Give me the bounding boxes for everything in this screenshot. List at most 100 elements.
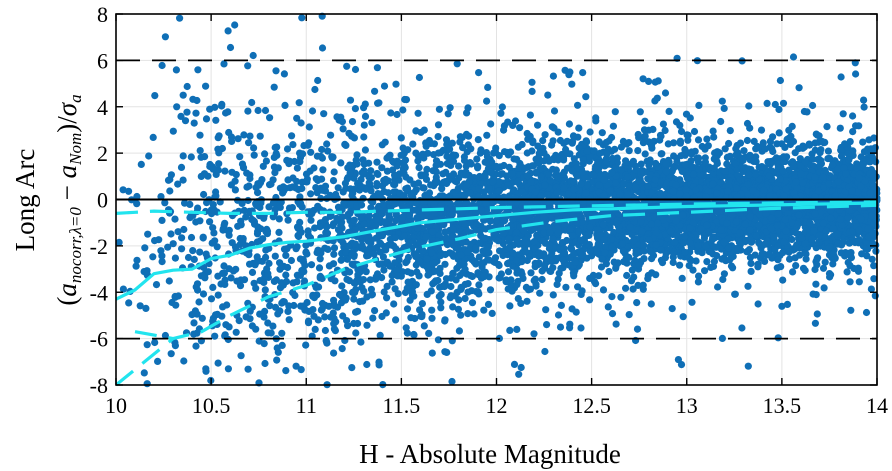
scatter-point <box>302 341 310 349</box>
scatter-point <box>380 82 389 90</box>
scatter-point <box>813 310 821 318</box>
scatter-point <box>262 228 270 236</box>
scatter-point <box>718 97 726 105</box>
scatter-point <box>639 75 647 83</box>
scatter-point <box>467 160 475 168</box>
scatter-point <box>385 152 393 161</box>
scatter-point <box>363 360 371 369</box>
scatter-point <box>165 277 173 285</box>
scatter-point <box>633 325 642 333</box>
scatter-point <box>843 268 851 276</box>
scatter-point <box>414 157 422 165</box>
scatter-point <box>536 289 544 297</box>
scatter-point <box>617 143 626 151</box>
scatter-point <box>744 282 752 290</box>
scatter-point <box>511 117 520 125</box>
scatter-point <box>418 300 426 308</box>
scatter-point <box>407 314 415 322</box>
scatter-point <box>236 282 245 290</box>
scatter-point <box>431 267 439 275</box>
scatter-point <box>569 138 577 146</box>
scatter-point <box>775 105 783 114</box>
scatter-point <box>265 203 273 211</box>
scatter-point <box>293 164 301 172</box>
scatter-point <box>608 310 617 318</box>
scatter-point <box>194 204 202 212</box>
scatter-point <box>318 175 326 183</box>
scatter-point <box>625 182 633 190</box>
scatter-point <box>708 236 717 244</box>
scatter-point <box>412 206 420 214</box>
scatter-point <box>231 186 239 194</box>
scatter-point <box>653 94 661 102</box>
scatter-point <box>538 275 546 284</box>
scatter-point <box>586 247 594 255</box>
scatter-point <box>174 180 182 188</box>
scatter-point <box>338 213 346 221</box>
scatter-point <box>837 73 845 81</box>
scatter-point <box>703 135 711 143</box>
scatter-point <box>681 248 689 256</box>
scatter-point <box>262 246 270 254</box>
scatter-point <box>514 295 522 303</box>
scatter-point <box>397 151 405 159</box>
scatter-point <box>263 265 271 273</box>
scatter-point <box>648 255 656 263</box>
scatter-point <box>237 352 245 360</box>
scatter-point <box>779 276 787 284</box>
scatter-point <box>187 233 196 242</box>
scatter-point <box>483 131 491 139</box>
scatter-point <box>256 132 264 140</box>
scatter-point <box>383 294 391 302</box>
scatter-point <box>180 225 188 234</box>
scatter-point <box>504 118 512 126</box>
scatter-point <box>464 104 472 112</box>
scatter-point <box>239 164 248 172</box>
scatter-point <box>855 278 863 286</box>
scatter-point <box>844 214 852 222</box>
scatter-point <box>297 366 305 374</box>
scatter-point <box>821 258 829 266</box>
scatter-point <box>315 264 324 272</box>
scatter-point <box>860 96 868 104</box>
scatter-point <box>672 118 681 126</box>
scatter-point <box>288 132 296 140</box>
scatter-point <box>174 292 182 300</box>
scatter-point <box>531 259 539 267</box>
scatter-point <box>513 155 521 163</box>
scatter-point <box>579 69 587 77</box>
scatter-point <box>354 307 362 315</box>
scatter-point <box>819 264 828 272</box>
scatter-point <box>161 199 169 207</box>
scatter-point <box>321 326 329 335</box>
scatter-point <box>251 261 259 269</box>
scatter-point <box>231 21 239 29</box>
scatter-point <box>805 141 814 149</box>
scatter-point <box>173 103 181 111</box>
scatter-point <box>548 123 556 131</box>
scatter-point <box>534 121 542 129</box>
scatter-point <box>288 204 296 212</box>
scatter-point <box>248 98 256 107</box>
scatter-point <box>834 165 842 173</box>
scatter-point <box>513 325 521 333</box>
scatter-point <box>254 189 262 197</box>
scatter-point <box>256 237 264 245</box>
scatter-point <box>273 356 281 364</box>
scatter-point <box>518 140 526 149</box>
scatter-point <box>779 249 787 257</box>
scatter-point <box>325 262 333 270</box>
scatter-point <box>306 208 314 216</box>
scatter-point <box>401 288 410 297</box>
scatter-point <box>802 255 810 263</box>
scatter-point <box>149 253 157 261</box>
scatter-point <box>209 201 217 209</box>
scatter-point <box>639 139 648 147</box>
scatter-point <box>595 138 603 146</box>
scatter-point <box>398 213 406 221</box>
scatter-point <box>132 262 140 270</box>
scatter-point <box>343 175 351 183</box>
scatter-point <box>541 347 549 356</box>
scatter-point <box>193 96 201 105</box>
scatter-point <box>846 138 854 146</box>
